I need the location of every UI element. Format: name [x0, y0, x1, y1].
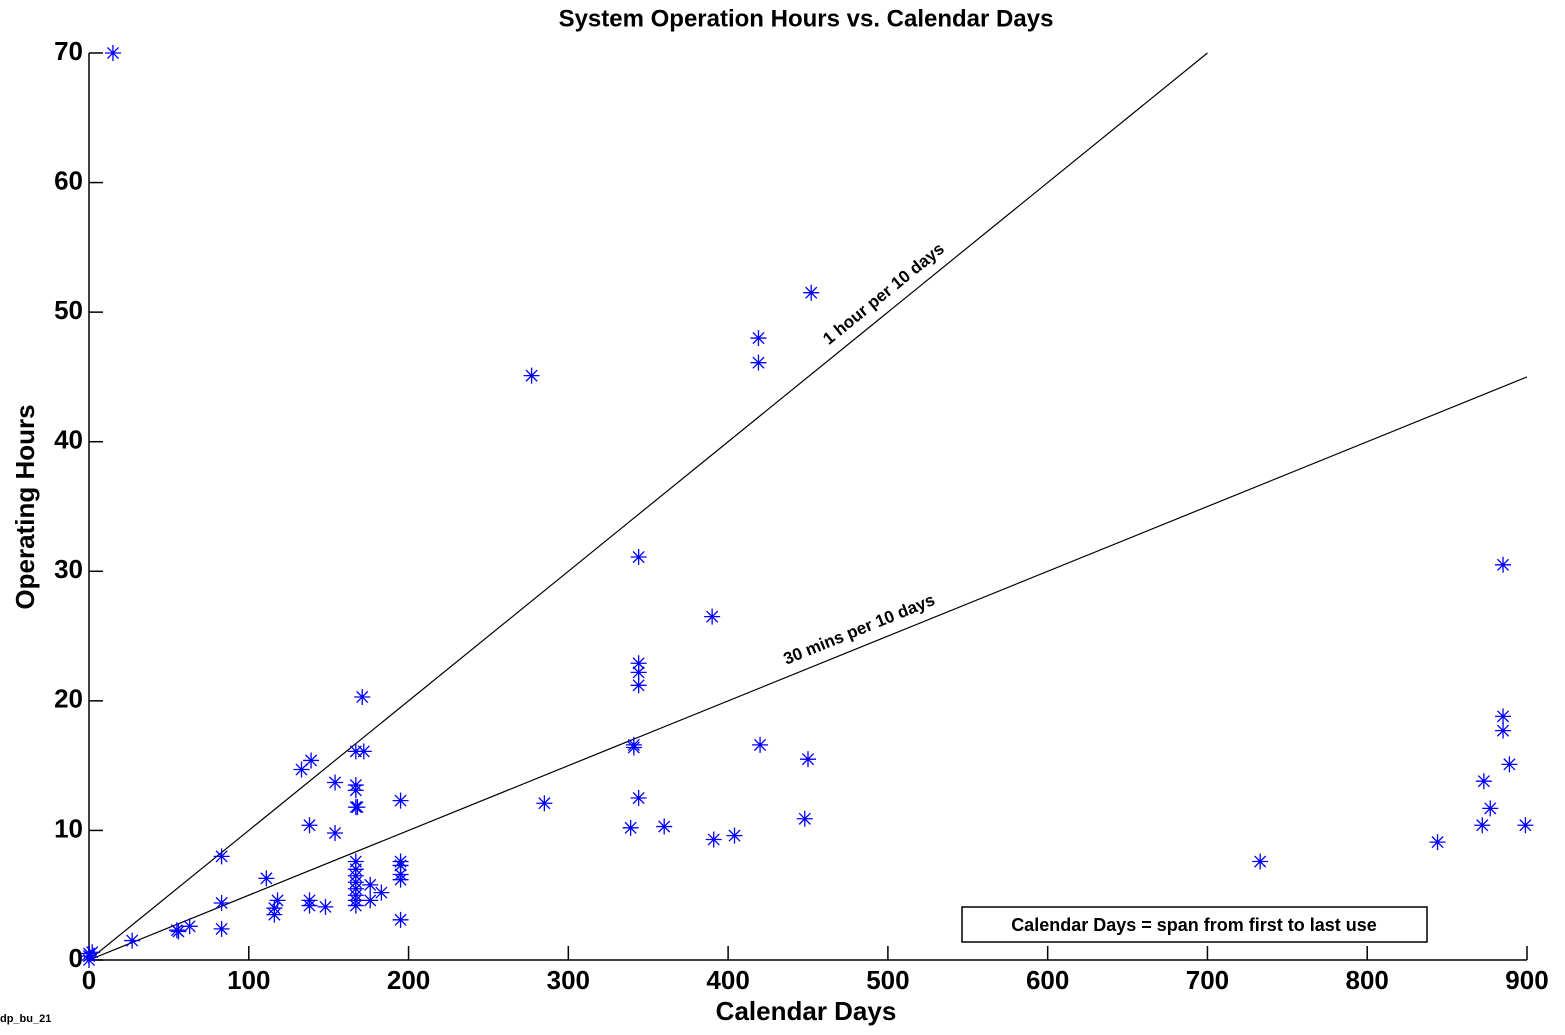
point	[373, 884, 390, 901]
point	[625, 736, 642, 753]
y-tick-label: 60	[54, 165, 83, 195]
y-tick-label: 30	[54, 554, 83, 584]
point	[523, 367, 540, 384]
point	[213, 894, 230, 911]
point	[213, 848, 230, 865]
note: Calendar Days = span from first to last …	[1011, 915, 1377, 935]
point	[750, 354, 767, 371]
point	[327, 825, 344, 842]
point	[1482, 800, 1499, 817]
point	[392, 911, 409, 928]
point	[1501, 756, 1518, 773]
point	[1495, 708, 1512, 725]
point	[803, 284, 820, 301]
point	[1252, 853, 1269, 870]
y-tick-label: 50	[54, 295, 83, 325]
point	[392, 871, 409, 888]
point	[81, 952, 97, 968]
point	[750, 330, 767, 347]
point	[104, 45, 121, 61]
line-label: 1 hour per 10 days	[819, 239, 948, 348]
point	[269, 892, 286, 909]
y-tick-label: 20	[54, 684, 83, 714]
point	[392, 792, 409, 809]
point	[622, 819, 639, 836]
point	[124, 932, 141, 949]
point	[1429, 834, 1446, 851]
point	[630, 549, 647, 566]
point	[349, 799, 366, 816]
point	[630, 655, 647, 672]
point	[170, 923, 187, 940]
x-tick-label: 300	[547, 965, 590, 995]
point	[630, 790, 647, 807]
point	[347, 782, 364, 799]
point	[354, 688, 371, 705]
point	[181, 918, 198, 935]
x-tick-label: 500	[866, 965, 909, 995]
x-tick-label: 800	[1346, 965, 1389, 995]
x-tick-label: 700	[1186, 965, 1229, 995]
point	[392, 857, 409, 874]
y-tick-label: 0	[69, 943, 83, 973]
point	[301, 897, 318, 914]
x-tick-label: 0	[82, 965, 96, 995]
point	[317, 898, 334, 915]
x-tick-label: 600	[1026, 965, 1069, 995]
y-tick-label: 10	[54, 813, 83, 843]
point	[213, 920, 230, 937]
reference-line	[88, 52, 1208, 961]
point	[796, 810, 813, 827]
x-tick-label: 900	[1505, 965, 1548, 995]
note-box	[961, 906, 1428, 943]
point	[258, 870, 275, 887]
point	[1475, 773, 1492, 790]
y-tick-label: 70	[54, 36, 83, 66]
point	[301, 817, 318, 834]
point	[705, 831, 722, 848]
point	[800, 751, 816, 768]
point	[630, 677, 647, 694]
point	[362, 876, 379, 893]
point	[1495, 722, 1512, 739]
point	[536, 795, 553, 812]
point	[293, 761, 310, 778]
y-axis-label: Operating Hours	[10, 404, 40, 609]
point	[726, 827, 743, 844]
x-tick-label: 200	[387, 965, 430, 995]
point	[630, 664, 647, 681]
point	[362, 892, 379, 909]
figure-id: dp_bu_21	[0, 1013, 51, 1025]
point	[266, 900, 283, 917]
line-label: 30 mins per 10 days	[781, 590, 938, 668]
point	[704, 608, 721, 625]
point	[84, 944, 101, 961]
chart-title: System Operation Hours vs. Calendar Days	[559, 5, 1054, 32]
reference-line	[88, 376, 1528, 961]
point	[752, 736, 769, 753]
x-axis-label: Calendar Days	[716, 996, 897, 1026]
x-tick-label: 100	[227, 965, 270, 995]
point	[1517, 817, 1534, 834]
point	[303, 752, 320, 769]
x-tick-label: 400	[706, 965, 749, 995]
y-tick-label: 40	[54, 425, 83, 455]
point	[347, 897, 364, 914]
point	[1474, 817, 1491, 834]
point	[656, 818, 673, 835]
point	[355, 743, 372, 760]
point	[1495, 556, 1512, 573]
point	[327, 774, 344, 791]
